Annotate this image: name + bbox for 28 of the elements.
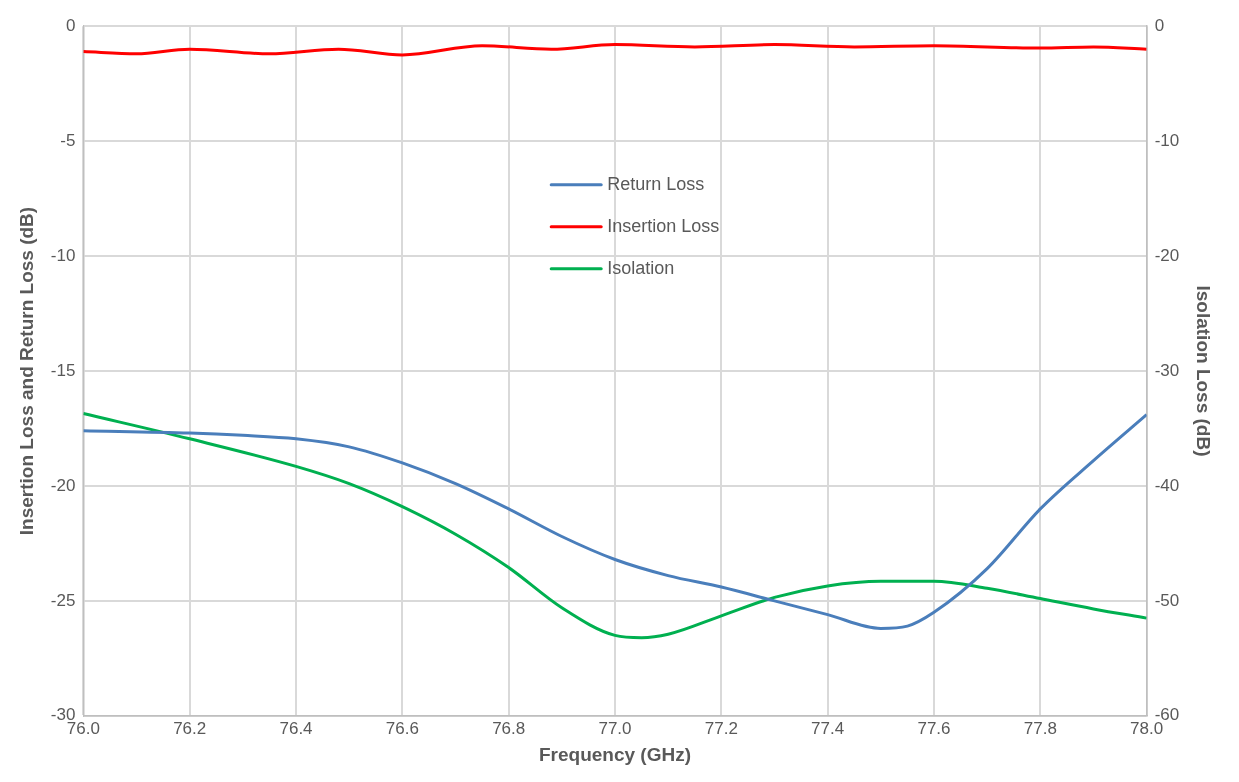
y2-tick-label: 0 [1154,15,1165,35]
y2-tick-label: -10 [1154,130,1180,150]
x-tick-label: 77.6 [917,718,951,738]
y-axis-title: Insertion Loss and Return Loss (dB) [15,206,37,536]
x-tick-label: 77.4 [811,718,845,738]
y-tick-label: -10 [50,245,76,265]
x-tick-label: 76.2 [173,718,207,738]
y-tick-label: -5 [60,130,76,150]
y-tick-label: -25 [50,590,76,610]
y2-tick-label: -50 [1154,590,1180,610]
line-series [83,43,1147,57]
x-axis-title: Frequency (GHz) [538,743,692,765]
x-tick-label: 77.0 [598,718,632,738]
y2-tick-label: -20 [1154,245,1180,265]
x-tick-label: 76.6 [385,718,419,738]
y-tick-label: -15 [50,360,76,380]
x-tick-label: 77.8 [1023,718,1057,738]
y-tick-label: 0 [65,15,76,35]
y2-tick-label: -30 [1154,360,1180,380]
x-tick-label: 77.2 [704,718,738,738]
legend-label: Insertion Loss [607,215,720,236]
x-tick-label: 76.8 [492,718,526,738]
y2-tick-label: -40 [1154,475,1180,495]
y-tick-label: -20 [50,475,76,495]
x-tick-label: 76.4 [279,718,313,738]
legend-label: Isolation [607,257,675,278]
legend-label: Return Loss [607,173,705,194]
y2-axis-title: Isolation Loss (dB) [1193,285,1215,457]
